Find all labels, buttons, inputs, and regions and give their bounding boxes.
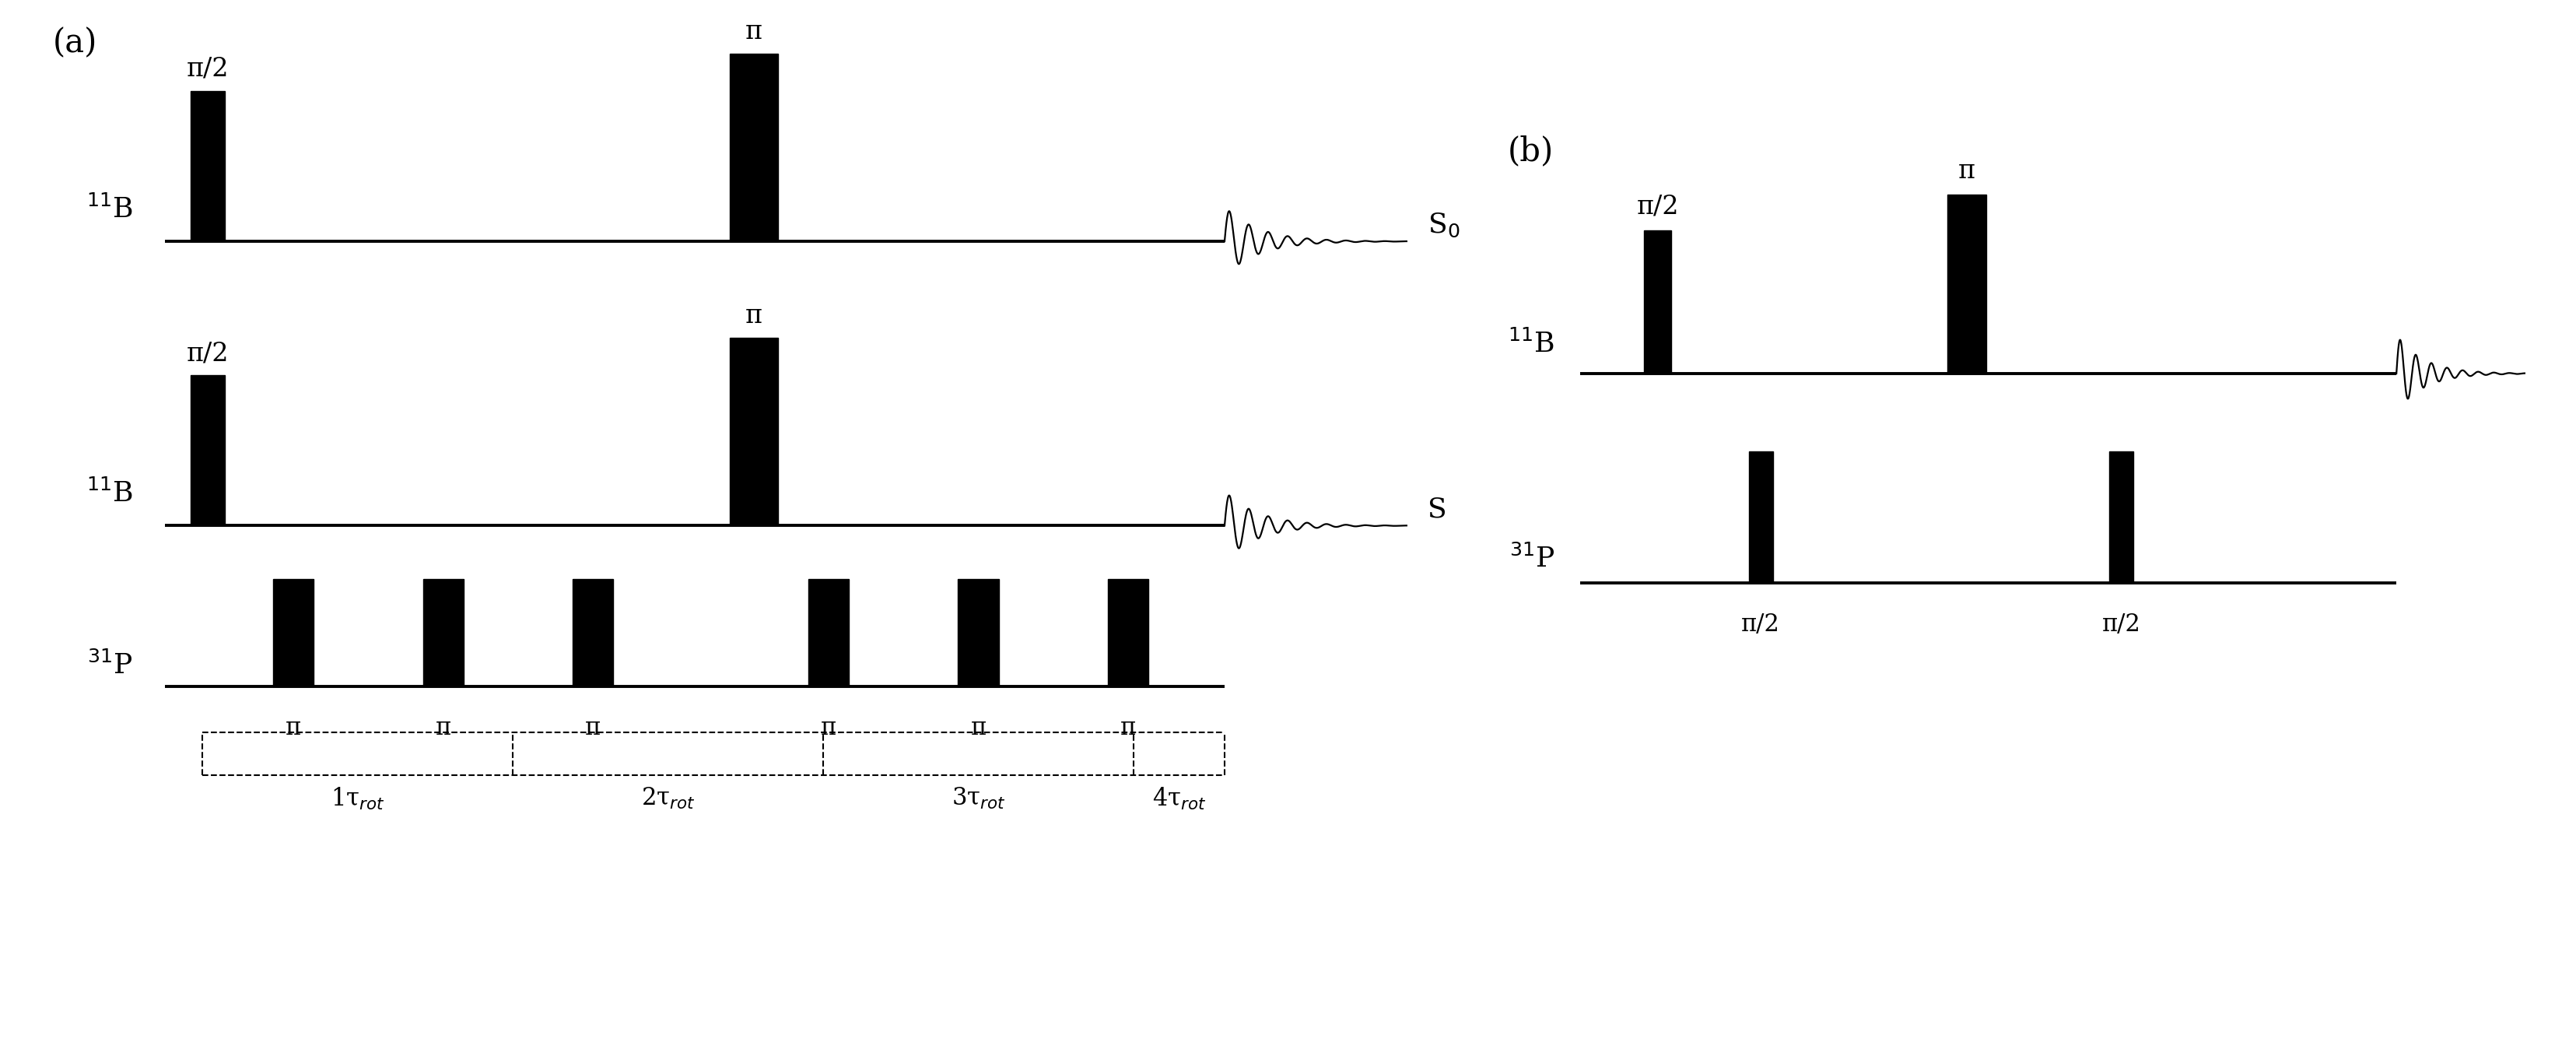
Text: 1τ$_{rot}$: 1τ$_{rot}$	[330, 786, 384, 812]
Bar	[729, 338, 778, 526]
Text: 3τ$_{rot}$: 3τ$_{rot}$	[951, 786, 1005, 811]
Bar	[958, 579, 999, 686]
Text: $^{31}$P: $^{31}$P	[88, 651, 134, 679]
Bar	[191, 91, 224, 242]
Text: π: π	[1121, 717, 1136, 741]
Text: 2τ$_{rot}$: 2τ$_{rot}$	[641, 786, 696, 811]
Text: π/2: π/2	[185, 56, 229, 82]
Text: $^{11}$B: $^{11}$B	[85, 196, 134, 223]
Text: π/2: π/2	[1741, 613, 1780, 637]
Bar	[729, 53, 778, 242]
Text: π: π	[585, 717, 600, 741]
Bar	[1947, 195, 1986, 373]
Text: $^{31}$P: $^{31}$P	[1510, 545, 1553, 573]
Bar	[1643, 230, 1672, 373]
Bar	[809, 579, 848, 686]
Bar	[2110, 451, 2133, 583]
Text: S: S	[1427, 497, 1448, 523]
Text: π: π	[744, 19, 762, 44]
Text: 4τ$_{rot}$: 4τ$_{rot}$	[1151, 786, 1206, 812]
Bar	[191, 376, 224, 526]
Text: π: π	[1958, 159, 1976, 183]
Bar	[1749, 451, 1772, 583]
Text: $^{11}$B: $^{11}$B	[85, 479, 134, 507]
Text: S$_0$: S$_0$	[1427, 211, 1461, 240]
Text: π/2: π/2	[2102, 613, 2141, 637]
Text: $^{11}$B: $^{11}$B	[1507, 329, 1553, 358]
Bar	[1108, 579, 1149, 686]
Bar	[422, 579, 464, 686]
Text: π/2: π/2	[185, 341, 229, 366]
Text: π: π	[435, 717, 451, 741]
Bar	[273, 579, 314, 686]
Text: (b): (b)	[1507, 135, 1553, 167]
Text: (a): (a)	[52, 27, 98, 60]
Text: π: π	[971, 717, 987, 741]
Text: π/2: π/2	[1636, 195, 1680, 220]
Bar	[572, 579, 613, 686]
Text: π: π	[286, 717, 301, 741]
Text: π: π	[744, 303, 762, 328]
Text: π: π	[822, 717, 837, 741]
